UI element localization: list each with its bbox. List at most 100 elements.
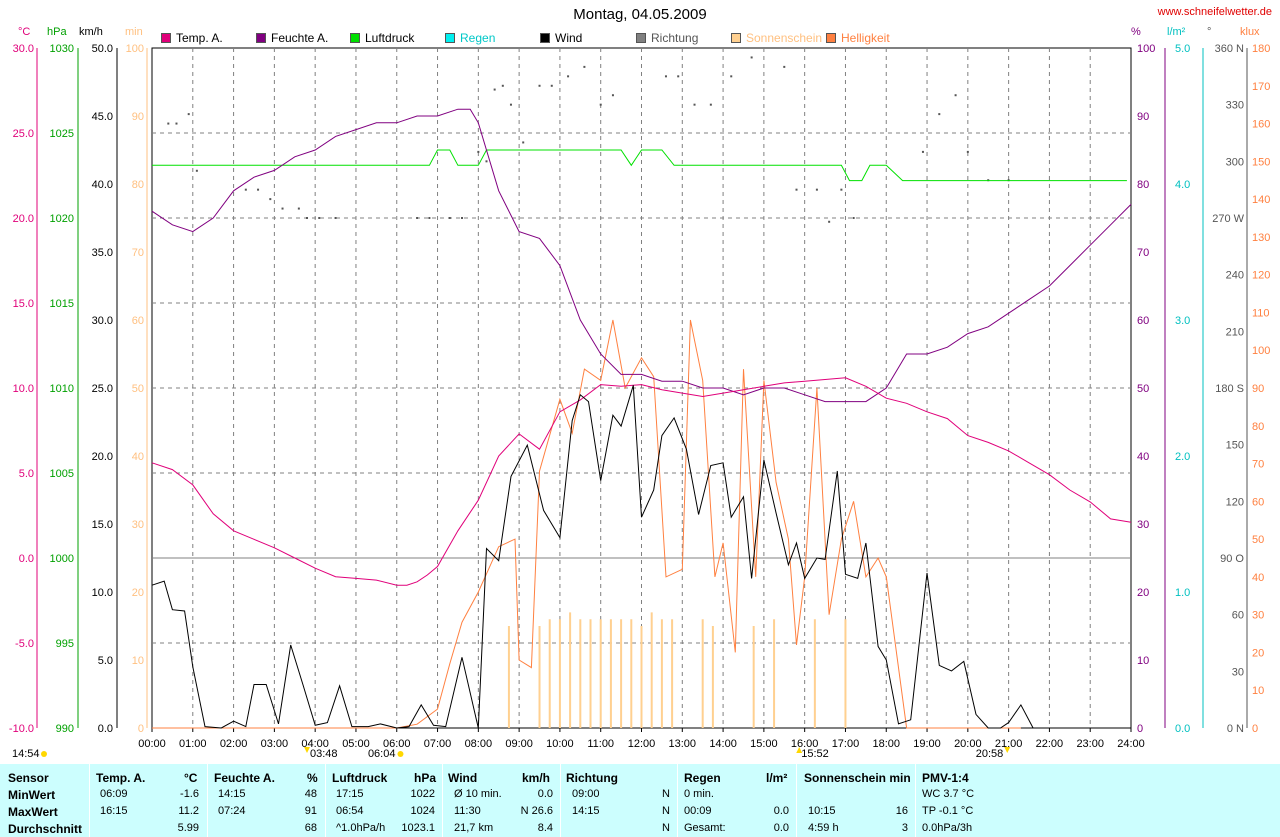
axis-tick-label: 10 xyxy=(1137,655,1149,667)
axis-tick-label: -10.0 xyxy=(9,723,34,735)
direction-point xyxy=(664,75,667,78)
series-wind xyxy=(151,385,1034,729)
axis-tick-label: 240 xyxy=(1226,270,1244,282)
direction-time: 14:15 xyxy=(572,805,600,817)
axis-tick-label: 25.0 xyxy=(92,383,113,395)
header-pressure: Luftdruck xyxy=(332,771,388,785)
direction-point xyxy=(815,188,818,191)
legend-swatch xyxy=(826,33,836,43)
header-humidity: Feuchte A. xyxy=(214,771,275,785)
axis-tick-label: 990 xyxy=(56,723,74,735)
sunshine-value: 16 xyxy=(895,805,908,817)
sunset-icon xyxy=(1004,747,1011,753)
direction-point xyxy=(416,217,419,219)
row-label: MaxWert xyxy=(8,805,58,819)
unit-rain: l/m² xyxy=(1167,26,1186,38)
axis-tick-label: 80 xyxy=(1252,421,1264,433)
pressure-time: ^1.0hPa/h xyxy=(336,822,386,834)
axis-tick-label: 1020 xyxy=(50,213,74,225)
legend-swatch xyxy=(350,33,360,43)
axis-tick-label: 45.0 xyxy=(92,111,113,123)
legend-label: Sonnenschein xyxy=(746,31,823,45)
axis-tick-label: 100 xyxy=(1252,345,1270,357)
axis-tick-label: 80 xyxy=(1137,179,1149,191)
axis-tick-label: 10 xyxy=(132,655,144,667)
direction-point xyxy=(583,65,586,68)
series-temperatur xyxy=(151,377,1132,586)
header-pressure-unit: hPa xyxy=(414,771,437,785)
axis-tick-label: 3.0 xyxy=(1175,315,1190,327)
x-tick-label: 10:00 xyxy=(546,738,574,750)
direction-point xyxy=(921,150,924,153)
axis-tick-label: 10 xyxy=(1252,685,1264,697)
axis-tick-label: 30.0 xyxy=(13,43,34,55)
legend-label: Feuchte A. xyxy=(271,31,329,45)
temp-value: 5.99 xyxy=(177,822,199,834)
moon-icon xyxy=(41,751,47,757)
axis-tick-label: 5.0 xyxy=(1175,43,1190,55)
axis-tick-label: 15.0 xyxy=(13,298,34,310)
direction-point xyxy=(828,220,831,223)
axis-tick-label: 40 xyxy=(1252,572,1264,584)
wind-time: Ø 10 min. xyxy=(454,788,502,800)
axis-tick-label: 330 xyxy=(1226,100,1244,112)
chart-title: Montag, 04.05.2009 xyxy=(573,6,707,23)
header-temp-unit: °C xyxy=(184,771,198,785)
axis-tick-label: 1010 xyxy=(50,383,74,395)
axis-tick-label: 4.0 xyxy=(1175,179,1190,191)
axis-tick-label: 50.0 xyxy=(92,43,113,55)
row-label: Durchschnitt xyxy=(8,822,83,836)
axis-tick-label: 100 xyxy=(126,43,144,55)
sunshine-value: 3 xyxy=(901,822,908,834)
stats-table: Sensor Temp. A. °C Feuchte A. % Luftdruc… xyxy=(0,764,1280,837)
axis-tick-label: 120 xyxy=(1252,270,1270,282)
site-link[interactable]: www.schneifelwetter.de xyxy=(1157,6,1272,18)
sunshine-time: 10:15 xyxy=(808,805,836,817)
pressure-value: 1024 xyxy=(410,805,435,817)
wind-value: N 26.6 xyxy=(520,805,553,817)
axis-tick-label: 40.0 xyxy=(92,179,113,191)
temp-value: -1.6 xyxy=(180,788,199,800)
legend-swatch xyxy=(256,33,266,43)
moonset-time: 14:54 xyxy=(12,748,40,760)
x-tick-label: 09:00 xyxy=(505,738,533,750)
series-luftdruck xyxy=(152,149,1127,182)
axis-tick-label: 40 xyxy=(1137,451,1149,463)
legend-item: Helligkeit xyxy=(826,31,890,45)
wind-value: 8.4 xyxy=(537,822,553,834)
axis-tick-label: 140 xyxy=(1252,194,1270,206)
axis-tick-label: 20 xyxy=(1137,587,1149,599)
pressure-time: 17:15 xyxy=(336,788,364,800)
axis-tick-label: 150 xyxy=(1252,156,1270,168)
legend-label: Temp. A. xyxy=(176,31,223,45)
unit-wind: km/h xyxy=(79,26,103,38)
axis-tick-label: 20 xyxy=(132,587,144,599)
axis-tick-label: 30 xyxy=(132,519,144,531)
axis-tick-label: 1025 xyxy=(50,128,74,140)
direction-point xyxy=(795,188,798,191)
culmination-time: 15:52 xyxy=(801,748,829,760)
axis-tick-label: 170 xyxy=(1252,81,1270,93)
direction-point xyxy=(966,150,969,153)
header-direction: Richtung xyxy=(566,771,618,785)
x-tick-label: 19:00 xyxy=(913,738,941,750)
unit-sun: min xyxy=(125,26,143,38)
axis-tick-label: 0.0 xyxy=(19,553,34,565)
unit-light: klux xyxy=(1240,26,1260,38)
wind-time: 11:30 xyxy=(454,805,481,817)
direction-point xyxy=(538,84,541,87)
direction-point xyxy=(175,122,178,125)
direction-point xyxy=(187,113,190,116)
legend-label: Helligkeit xyxy=(841,31,890,45)
x-tick-label: 16:00 xyxy=(791,738,819,750)
axis-tick-label: 300 xyxy=(1226,156,1244,168)
x-tick-label: 02:00 xyxy=(220,738,248,750)
axis-tick-label: 130 xyxy=(1252,232,1270,244)
axis-tick-label: 50 xyxy=(1137,383,1149,395)
header-rain: Regen xyxy=(684,771,721,785)
legend-item: Richtung xyxy=(636,31,698,45)
sun-icon xyxy=(397,751,404,757)
direction-point xyxy=(954,94,957,97)
direction-point xyxy=(334,217,337,219)
axis-tick-label: 40 xyxy=(132,451,144,463)
